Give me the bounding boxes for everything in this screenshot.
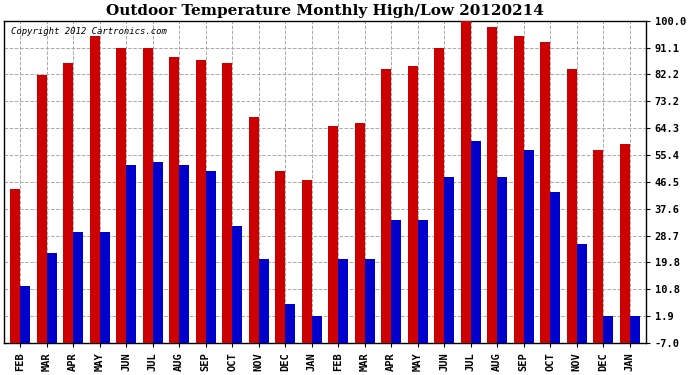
Bar [444,177,454,343]
Bar [328,126,338,343]
Bar [232,226,242,343]
Bar [46,253,57,343]
Bar [434,48,444,343]
Bar [63,63,73,343]
Bar [152,162,163,343]
Bar [312,316,322,343]
Bar [259,259,268,343]
Bar [338,259,348,343]
Bar [302,180,312,343]
Bar [364,259,375,343]
Bar [143,48,152,343]
Bar [285,304,295,343]
Bar [355,123,364,343]
Bar [206,171,216,343]
Bar [381,69,391,343]
Bar [195,60,206,343]
Bar [391,219,401,343]
Bar [248,117,259,343]
Bar [73,232,83,343]
Bar [566,69,577,343]
Bar [603,316,613,343]
Bar [37,75,46,343]
Bar [593,150,603,343]
Bar [487,27,497,343]
Bar [20,286,30,343]
Bar [116,48,126,343]
Text: Copyright 2012 Cartronics.com: Copyright 2012 Cartronics.com [10,27,166,36]
Bar [620,144,630,343]
Bar [275,171,285,343]
Bar [540,42,550,343]
Bar [497,177,507,343]
Bar [90,36,99,343]
Bar [179,165,189,343]
Bar [417,219,428,343]
Bar [577,244,586,343]
Title: Outdoor Temperature Monthly High/Low 20120214: Outdoor Temperature Monthly High/Low 201… [106,4,544,18]
Bar [524,150,533,343]
Bar [126,165,136,343]
Bar [99,232,110,343]
Bar [222,63,232,343]
Bar [513,36,524,343]
Bar [550,192,560,343]
Bar [408,66,417,343]
Bar [10,189,20,343]
Bar [471,141,481,343]
Bar [630,316,640,343]
Bar [460,21,471,343]
Bar [169,57,179,343]
